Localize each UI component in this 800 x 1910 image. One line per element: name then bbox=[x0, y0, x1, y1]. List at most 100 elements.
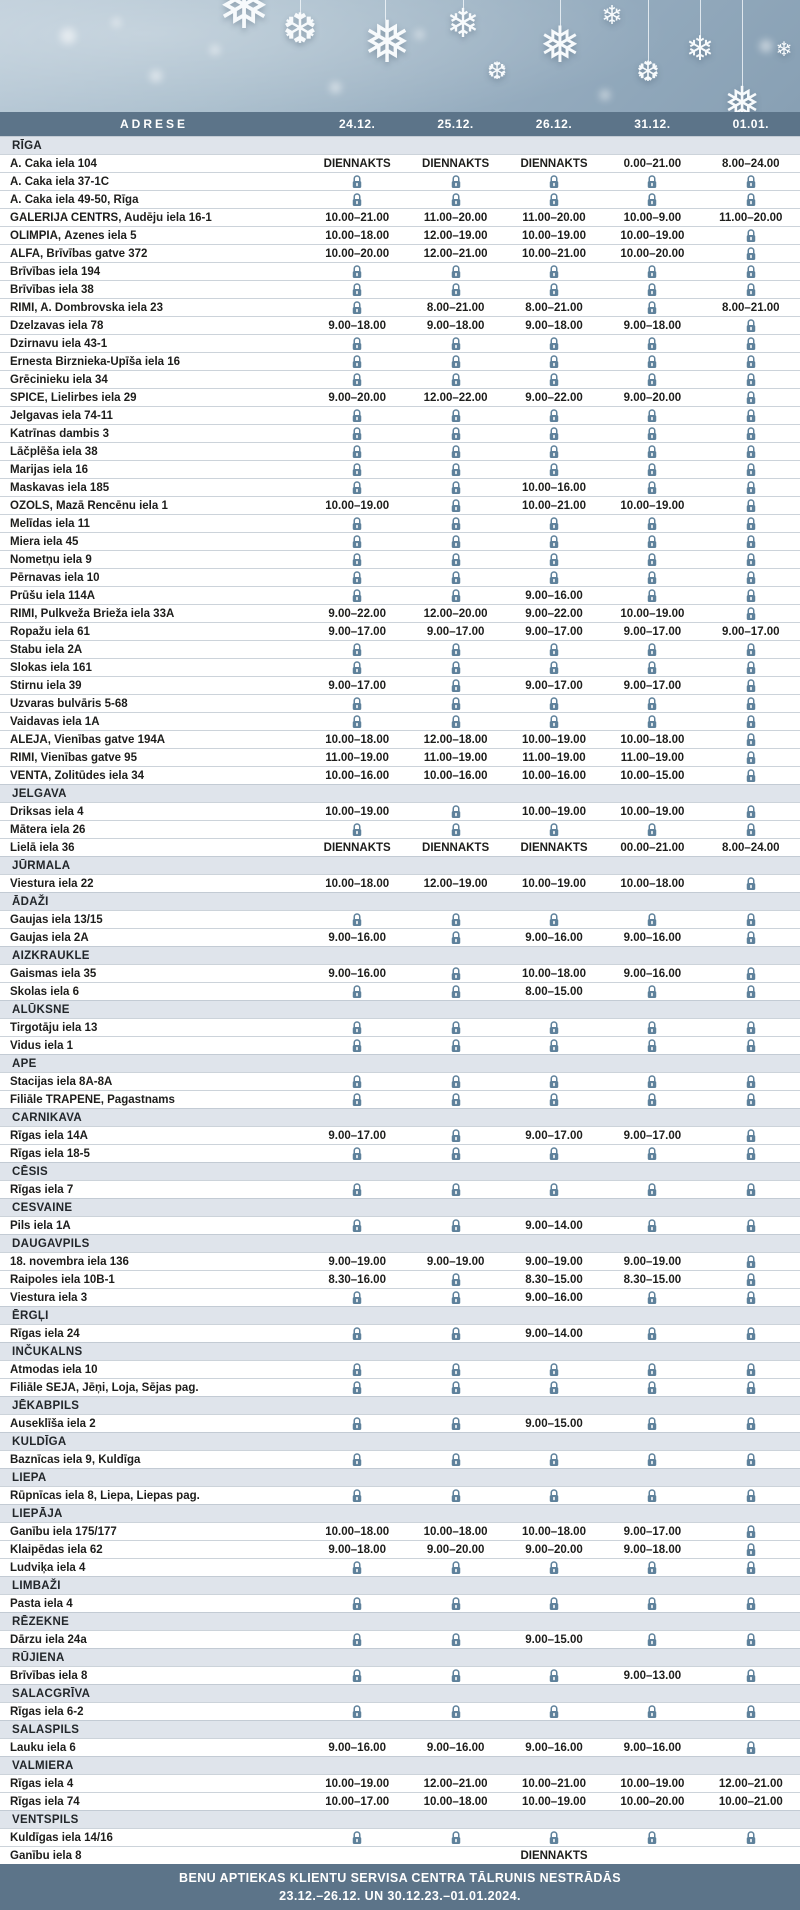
hours-cell bbox=[603, 587, 701, 604]
hours-cell bbox=[406, 191, 504, 208]
lock-icon bbox=[648, 1560, 657, 1574]
lock-icon bbox=[746, 768, 756, 782]
hours-cell bbox=[702, 1667, 800, 1684]
hours-cell bbox=[505, 1037, 603, 1054]
hours-cell bbox=[505, 353, 603, 370]
section-name: CESVAINE bbox=[12, 1201, 73, 1214]
hours-cell: 12.00–22.00 bbox=[423, 391, 488, 404]
hours-cell bbox=[603, 1289, 701, 1306]
lock-icon bbox=[352, 480, 362, 494]
hours-cell: 9.00–17.00 bbox=[623, 1525, 682, 1538]
lock-icon bbox=[648, 1416, 657, 1430]
hours-cell bbox=[702, 695, 800, 712]
pharmacy-row: Driksas iela 4 10.00–19.00 10.00–19.00 10.… bbox=[0, 802, 800, 820]
hours-cell bbox=[406, 1703, 504, 1720]
lock-icon bbox=[451, 678, 460, 692]
hours-cell bbox=[308, 695, 406, 712]
hours-cell bbox=[603, 461, 701, 478]
lock-icon bbox=[746, 246, 756, 260]
hours-cell bbox=[702, 407, 800, 424]
lock-icon bbox=[352, 372, 362, 386]
section-name: ALŪKSNE bbox=[12, 1003, 70, 1016]
hours-cell bbox=[308, 281, 406, 298]
ornament-string bbox=[742, 0, 743, 88]
hours-cell: 9.00–17.00 bbox=[525, 625, 583, 638]
pharmacy-address: Tirgotāju iela 13 bbox=[10, 1021, 98, 1034]
hours-cell bbox=[308, 1379, 406, 1396]
lock-icon bbox=[648, 1830, 657, 1844]
hours-cell bbox=[505, 695, 603, 712]
lock-icon bbox=[648, 192, 657, 206]
hours-cell bbox=[603, 1325, 701, 1342]
hours-cell: 9.00–14.00 bbox=[525, 1219, 583, 1232]
hours-cell bbox=[308, 533, 406, 550]
pharmacy-row: Vaidavas iela 1A bbox=[0, 712, 800, 730]
lock-icon bbox=[352, 192, 362, 206]
hours-cell bbox=[702, 605, 800, 622]
hours-cell: 11.00–19.00 bbox=[325, 751, 389, 764]
lock-icon bbox=[746, 1182, 756, 1196]
hours-cell: 0.00–21.00 bbox=[623, 157, 682, 170]
section-name: VALMIERA bbox=[12, 1759, 74, 1772]
hours-cell: 10.00–19.00 bbox=[620, 1777, 685, 1790]
hours-cell bbox=[603, 911, 701, 928]
hours-cell bbox=[308, 1559, 406, 1576]
pharmacy-row: 18. novembra iela 136 9.00–19.00 9.00–19.0… bbox=[0, 1252, 800, 1270]
hours-cell bbox=[505, 659, 603, 676]
lock-icon bbox=[451, 714, 460, 728]
hours-cell bbox=[702, 1541, 800, 1558]
pharmacy-row: Ludviķa iela 4 bbox=[0, 1558, 800, 1576]
pharmacy-address: Lauku iela 6 bbox=[10, 1741, 76, 1754]
section-name: LIEPĀJA bbox=[12, 1507, 63, 1520]
hours-cell: 12.00–19.00 bbox=[423, 229, 488, 242]
hours-cell bbox=[406, 911, 504, 928]
hours-cell: DIENNAKTS bbox=[422, 841, 490, 854]
lock-icon bbox=[451, 966, 460, 980]
lock-icon bbox=[352, 336, 362, 350]
hours-cell bbox=[308, 407, 406, 424]
pharmacy-address: Marijas iela 16 bbox=[10, 463, 88, 476]
lock-icon bbox=[746, 1074, 756, 1088]
lock-icon bbox=[352, 1362, 362, 1376]
hours-cell bbox=[603, 1361, 701, 1378]
bokeh-dot bbox=[760, 40, 772, 52]
lock-icon bbox=[549, 354, 559, 368]
lock-icon bbox=[451, 444, 460, 458]
hours-cell bbox=[603, 1019, 701, 1036]
hours-cell: 10.00–20.00 bbox=[325, 247, 390, 260]
lock-icon bbox=[451, 1416, 460, 1430]
ornament-string bbox=[463, 0, 464, 10]
hours-cell bbox=[603, 479, 701, 496]
pharmacy-address: Mātera iela 26 bbox=[10, 823, 86, 836]
hours-cell: 10.00–19.00 bbox=[325, 499, 390, 512]
hours-cell: 10.00–18.00 bbox=[325, 877, 390, 890]
hours-cell bbox=[702, 1451, 800, 1468]
lock-icon bbox=[746, 1128, 756, 1142]
pharmacy-row: Gaujas iela 2A 9.00–16.00 9.00–16.00 9.00–… bbox=[0, 928, 800, 946]
lock-icon bbox=[746, 516, 756, 530]
lock-icon bbox=[648, 1074, 657, 1088]
hours-cell bbox=[702, 1181, 800, 1198]
hours-cell: 12.00–21.00 bbox=[423, 247, 488, 260]
lock-icon bbox=[451, 1272, 460, 1286]
hours-cell bbox=[505, 1595, 603, 1612]
hours-cell bbox=[308, 551, 406, 568]
lock-icon bbox=[746, 822, 756, 836]
hours-cell bbox=[702, 1487, 800, 1504]
lock-icon bbox=[746, 1146, 756, 1160]
lock-icon bbox=[352, 1632, 362, 1646]
hours-cell bbox=[505, 1451, 603, 1468]
hours-cell: 10.00–16.00 bbox=[423, 769, 488, 782]
date-column-header-31-12: 31.12. bbox=[634, 117, 671, 131]
hours-cell bbox=[406, 533, 504, 550]
lock-icon bbox=[549, 264, 559, 278]
lock-icon bbox=[648, 1326, 657, 1340]
hours-cell: 9.00–17.00 bbox=[525, 1129, 583, 1142]
lock-icon bbox=[648, 588, 657, 602]
pharmacy-address: Klaipēdas iela 62 bbox=[10, 1543, 103, 1556]
lock-icon bbox=[746, 552, 756, 566]
lock-icon bbox=[549, 1380, 559, 1394]
lock-icon bbox=[746, 1218, 756, 1232]
pharmacy-row: Grēcinieku iela 34 bbox=[0, 370, 800, 388]
ornament-string bbox=[385, 0, 386, 20]
